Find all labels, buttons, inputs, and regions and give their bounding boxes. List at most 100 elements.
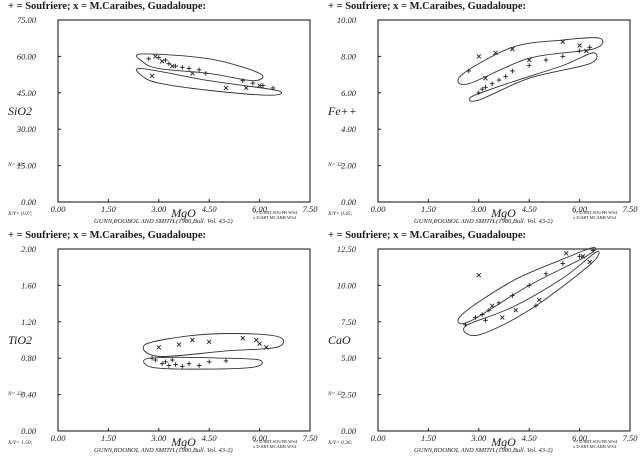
y-axis-label: Fe++ <box>328 103 357 118</box>
field-envelope <box>142 333 284 357</box>
soufriere-point <box>577 253 582 259</box>
y-tick-label: 5.00 <box>341 353 357 363</box>
caraibes-point <box>476 54 482 59</box>
plot-area: 0.00 1.50 3.00 4.50 6.00 7.50 0.00 0.40 0.80 1.20… <box>21 244 319 443</box>
x-tick-label: 1.50 <box>421 204 437 214</box>
x-tick-label: 4.50 <box>202 204 218 214</box>
y-tick-label: 6.00 <box>341 88 357 98</box>
y-tick-label: 7.50 <box>341 317 357 327</box>
plot-frame <box>377 248 631 432</box>
soufriere-point <box>180 65 185 70</box>
caraibes-point <box>476 272 482 278</box>
soufriere-point <box>186 66 192 71</box>
soufriere-point <box>483 318 488 323</box>
soufriere-point <box>203 71 209 76</box>
soufriere-point <box>496 77 502 83</box>
legend-soufriere: ++ D:SRT.SOUFR.WS4 <box>253 210 298 215</box>
citation: GUNN,ROOBOL AND SMITH.(1980,Bull. Vol. 4… <box>94 218 233 225</box>
y-tick-label: 2.00 <box>21 244 37 254</box>
caraibes-point <box>526 57 532 63</box>
soufriere-point <box>590 248 596 253</box>
x-tick-label: 4.50 <box>522 433 538 443</box>
caraibes-point <box>264 344 269 350</box>
chart-panel-3: 0.00 1.50 3.00 4.50 6.00 7.50 0.00 0.40 0.80 1.20… <box>0 229 320 458</box>
x-tick-label: 7.50 <box>303 433 319 443</box>
plot-area: 0.00 1.50 3.00 4.50 6.00 7.50 0.00 15.00 30.00 45… <box>16 15 319 214</box>
sample-count: N= 32; <box>328 161 345 168</box>
y-tick-label: 60.00 <box>17 51 37 61</box>
y-tick-label: 10.00 <box>337 15 357 25</box>
soufriere-point <box>526 63 532 68</box>
caraibes-point <box>489 303 495 309</box>
y-tick-label: 2.00 <box>341 161 357 171</box>
caraibes-point <box>500 315 505 320</box>
citation: GUNN,ROOBOL AND SMITH.(1980,Bull. Vol. 4… <box>94 447 233 454</box>
legend-caraibes: x D:SRT.MCARB.WS4 <box>253 215 297 220</box>
caraibes-point <box>584 48 589 54</box>
y-tick-label: 1.60 <box>21 280 37 290</box>
soufriere-point <box>577 48 582 54</box>
chart-panel-1: 0.00 1.50 3.00 4.50 6.00 7.50 0.00 15.00 30.00 45… <box>0 0 320 229</box>
citation: GUNN,ROOBOL AND SMITH.(1980,Bull. Vol. 4… <box>414 218 553 225</box>
xy-ratio: X/Y= 0.07; <box>8 211 33 217</box>
citation: GUNN,ROOBOL AND SMITH.(1980,Bull. Vol. 4… <box>414 447 553 454</box>
x-tick-label: 4.50 <box>202 433 218 443</box>
y-tick-label: 10.00 <box>337 280 357 290</box>
soufriere-point <box>560 54 566 59</box>
soufriere-point <box>240 78 246 83</box>
x-tick-label: 1.50 <box>101 204 117 214</box>
plot-frame <box>57 19 311 203</box>
x-tick-label: 7.50 <box>303 204 319 214</box>
legend-caraibes: x D:SRT.MCARB.WS4 <box>253 444 297 449</box>
caraibes-point <box>243 85 249 91</box>
sample-count: N= 32; <box>8 161 25 168</box>
soufriere-point <box>510 68 515 74</box>
caraibes-point <box>159 58 165 64</box>
soufriere-point <box>223 358 229 364</box>
y-tick-label: 0.00 <box>21 197 37 207</box>
caraibes-point <box>536 297 542 303</box>
caraibes-point <box>190 337 195 343</box>
caraibes-point <box>176 342 182 347</box>
soufriere-point <box>503 74 508 79</box>
soufriere-point <box>479 312 485 317</box>
chart-title: + = Soufriere; x = M.Caraibes, Guadaloup… <box>8 1 206 12</box>
caraibes-point <box>153 54 158 59</box>
soufriere-point <box>543 57 549 63</box>
x-tick-label: 3.00 <box>470 433 487 443</box>
legend-soufriere: ++ D:SRT.SOUFR.WS4 <box>573 210 618 215</box>
y-tick-label: 75.00 <box>17 15 37 25</box>
caraibes-point <box>493 50 498 56</box>
caraibes-point <box>560 39 566 45</box>
y-axis-label: TiO2 <box>8 332 33 347</box>
x-tick-label: 1.50 <box>421 433 437 443</box>
soufriere-point <box>163 359 168 365</box>
soufriere-point <box>206 359 212 365</box>
soufriere-point <box>476 90 482 96</box>
caraibes-point <box>190 71 195 76</box>
soufriere-point <box>173 63 178 69</box>
caraibes-point <box>169 63 175 69</box>
x-tick-label: 3.00 <box>150 204 167 214</box>
field-envelope <box>143 356 263 370</box>
caraibes-point <box>257 341 262 346</box>
chart-title: + = Soufriere; x = M.Caraibes, Guadaloup… <box>328 1 526 12</box>
soufriere-point <box>196 363 202 368</box>
legend-caraibes: x D:SRT.MCARB.WS4 <box>573 444 617 449</box>
soufriere-point <box>169 357 175 363</box>
x-tick-label: 6.00 <box>252 433 268 443</box>
soufriere-point <box>186 361 192 366</box>
caraibes-point <box>223 85 229 91</box>
x-tick-label: 0.00 <box>371 433 387 443</box>
x-axis-label: MgO <box>491 206 516 220</box>
caraibes-point <box>149 73 155 79</box>
xy-ratio: X/Y= 1.50; <box>8 440 33 446</box>
soufriere-point <box>483 85 488 90</box>
plot-frame <box>377 19 631 203</box>
x-axis-label: MgO <box>491 435 516 449</box>
field-envelope <box>463 251 600 336</box>
y-tick-label: 0.00 <box>341 197 357 207</box>
caraibes-point <box>257 83 262 88</box>
legend-caraibes: x D:SRT.MCARB.WS4 <box>573 215 617 220</box>
caraibes-point <box>483 75 488 81</box>
